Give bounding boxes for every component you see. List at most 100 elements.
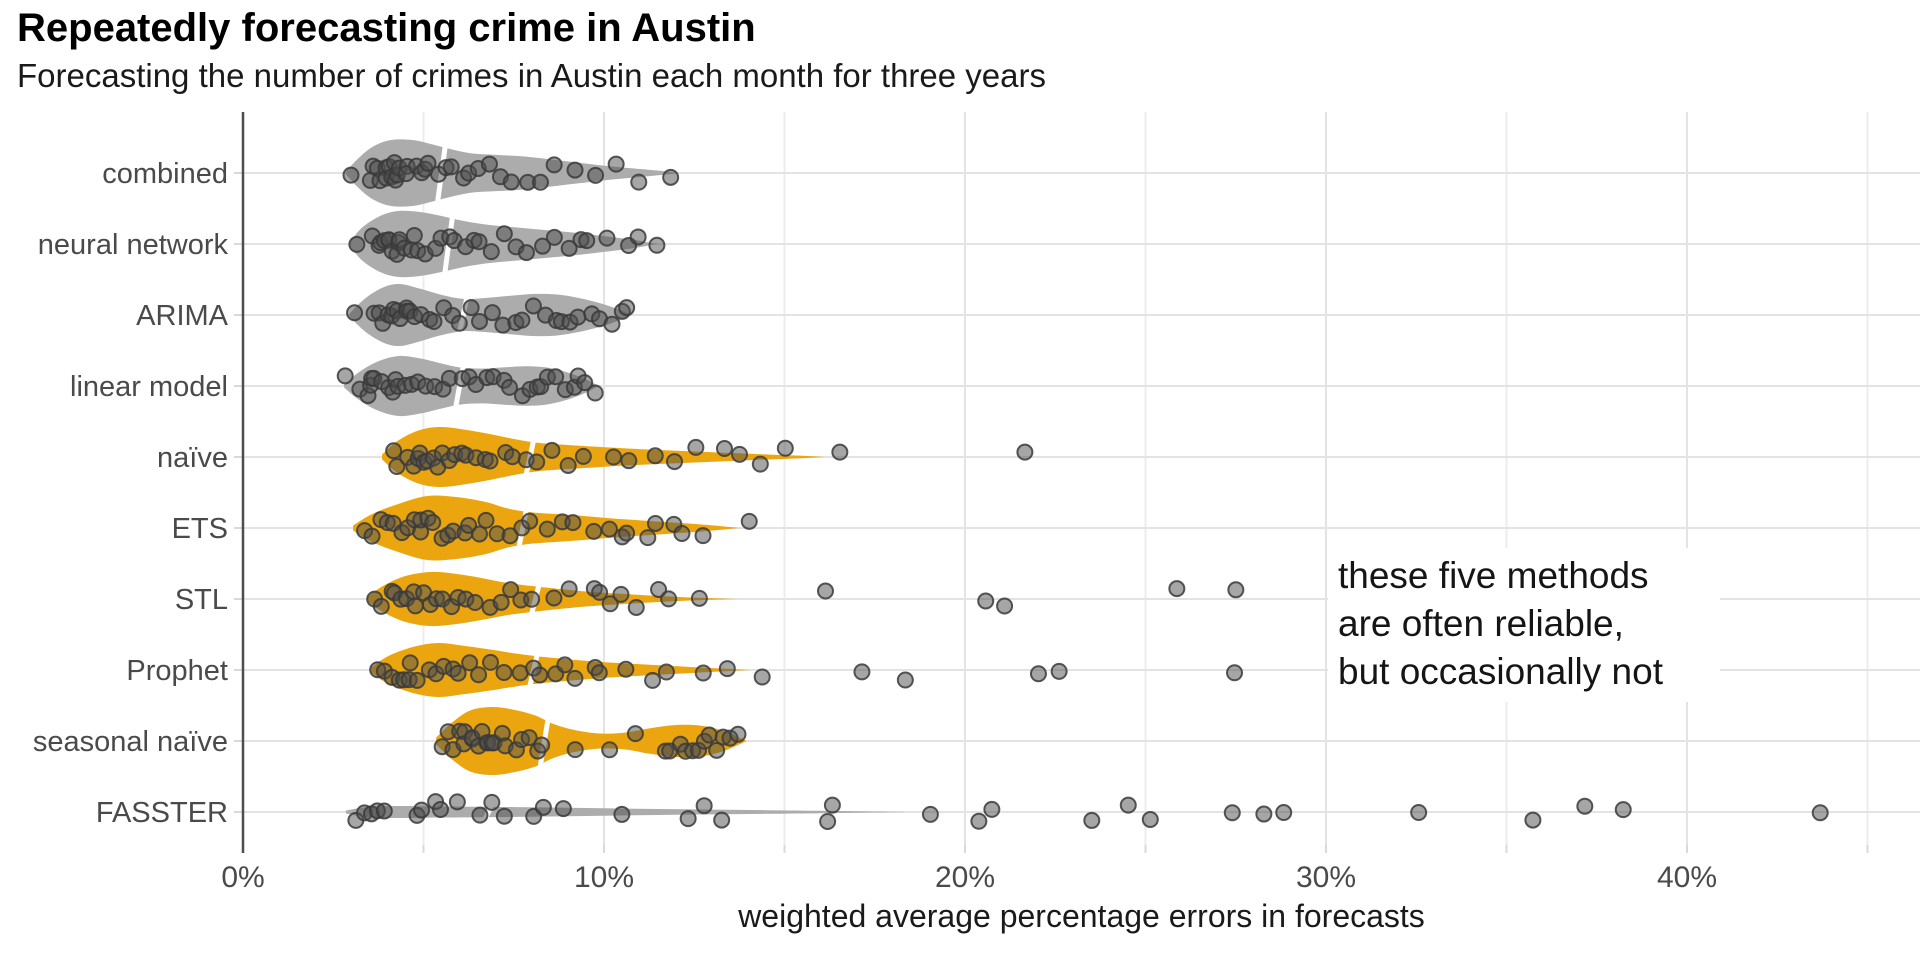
data-point: [629, 228, 647, 246]
data-point: [517, 244, 535, 262]
data-point: [673, 524, 691, 542]
annotation-line-2: are often reliable,: [1338, 603, 1624, 644]
data-point: [559, 456, 577, 474]
data-point: [413, 801, 431, 819]
data-point: [503, 448, 521, 466]
data-point: [477, 511, 495, 529]
data-point: [657, 663, 675, 681]
data-point: [586, 384, 604, 402]
data-point: [662, 168, 680, 186]
data-point: [753, 668, 771, 686]
data-point: [587, 166, 605, 184]
chart-subtitle: Forecasting the number of crimes in Aust…: [17, 57, 1046, 94]
data-point: [715, 440, 733, 458]
data-point: [1227, 581, 1245, 599]
x-axis-title: weighted average percentage errors in fo…: [738, 898, 1425, 934]
data-point: [585, 522, 603, 540]
data-point: [639, 529, 657, 547]
data-point: [646, 447, 664, 465]
data-point: [460, 516, 478, 534]
jitter-points-naïve: [385, 438, 1034, 476]
data-point: [1275, 804, 1293, 822]
data-point: [470, 525, 488, 543]
data-point: [816, 582, 834, 600]
data-point: [679, 810, 697, 828]
data-point: [776, 439, 794, 457]
x-tick-label-40: 40%: [1657, 861, 1717, 894]
data-point: [687, 438, 705, 456]
data-point: [1119, 796, 1137, 814]
jitter-points-ARIMA: [346, 297, 636, 334]
data-point: [831, 443, 849, 461]
data-point: [524, 297, 542, 315]
data-point: [449, 664, 467, 682]
y-label-seasonal naïve: seasonal naïve: [33, 726, 228, 758]
data-point: [470, 666, 488, 684]
data-point: [520, 729, 538, 747]
data-point: [528, 453, 546, 471]
data-point: [1255, 805, 1273, 823]
data-point: [543, 441, 561, 459]
jitter-points-linear model: [336, 367, 604, 405]
data-point: [1410, 804, 1428, 822]
y-label-neural network: neural network: [38, 229, 229, 261]
data-point: [523, 590, 541, 608]
data-point: [554, 800, 572, 818]
data-point: [501, 527, 519, 545]
data-point: [618, 299, 636, 317]
x-tick-label-10: 10%: [574, 861, 634, 894]
data-point: [502, 581, 520, 599]
data-point: [545, 156, 563, 174]
data-point: [531, 173, 549, 191]
data-point: [1223, 804, 1241, 822]
data-point: [425, 313, 443, 331]
data-point: [336, 367, 354, 385]
jitter-points-combined: [342, 154, 680, 191]
data-point: [694, 527, 712, 545]
data-point: [495, 807, 513, 825]
jitter-points: [336, 154, 1829, 831]
data-point: [556, 656, 574, 674]
data-point: [630, 173, 648, 191]
data-point: [545, 228, 563, 246]
data-point: [566, 161, 584, 179]
data-point: [660, 590, 678, 608]
data-point: [617, 660, 635, 678]
data-point: [1029, 665, 1047, 683]
data-point: [819, 813, 837, 831]
data-point: [853, 663, 871, 681]
data-point: [405, 226, 423, 244]
data-point: [591, 583, 609, 601]
y-label-naïve: naïve: [157, 442, 228, 474]
data-point: [534, 237, 552, 255]
data-point: [560, 239, 578, 257]
data-point: [1576, 797, 1594, 815]
data-point: [432, 801, 450, 819]
data-point: [1226, 664, 1244, 682]
data-point: [718, 660, 736, 678]
y-axis-labels: combined neural network ARIMA linear model n…: [33, 158, 229, 829]
data-point: [346, 304, 364, 322]
data-point: [1141, 811, 1159, 829]
data-point: [618, 524, 636, 542]
data-point: [977, 592, 995, 610]
annotation-line-3: but occasionally not: [1338, 651, 1663, 692]
data-point: [598, 229, 616, 247]
axes: [241, 112, 1869, 853]
x-axis-tick-labels: 0% 10% 20% 30% 40%: [221, 861, 1717, 894]
data-point: [375, 802, 393, 820]
y-label-FASSTER: FASSTER: [96, 797, 228, 829]
data-point: [695, 797, 713, 815]
data-point: [483, 304, 501, 322]
data-point: [560, 580, 578, 598]
data-point: [694, 664, 712, 682]
data-point: [605, 448, 623, 466]
data-point: [603, 315, 621, 333]
data-point: [607, 155, 625, 173]
data-point: [480, 155, 498, 173]
jitter-points-ETS: [356, 509, 758, 547]
y-label-STL: STL: [175, 584, 228, 616]
data-point: [708, 741, 726, 759]
data-point: [372, 597, 390, 615]
